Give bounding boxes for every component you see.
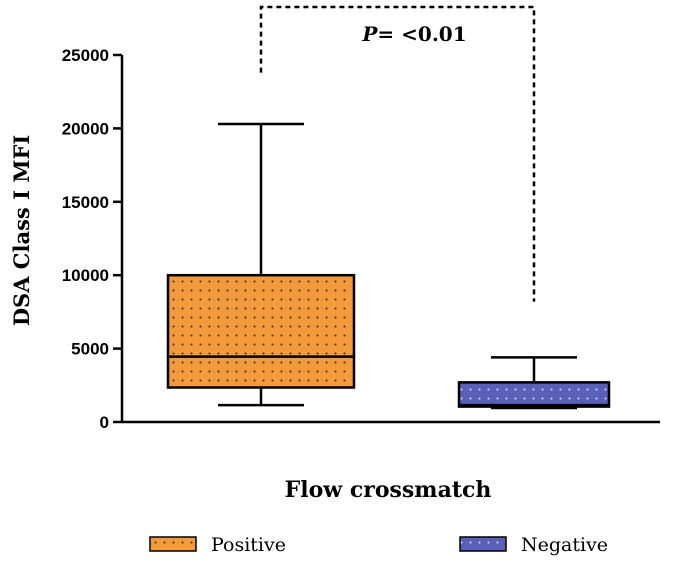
significance-bracket [259,5,536,302]
y-axis-label: DSA Class I MFI [9,135,34,326]
legend-label-negative: Negative [521,534,608,556]
y-tick-label-15000: 15000 [62,193,109,212]
x-axis-label: Flow crossmatch [285,477,492,503]
y-tick-label-25000: 25000 [62,46,109,65]
p-value-symbol: P [361,22,378,46]
y-tick-label-20000: 20000 [62,119,109,138]
y-tick-label-0: 0 [100,413,109,432]
positive-box-pattern [166,273,356,389]
y-tick-label-10000: 10000 [62,266,109,285]
y-tick-label-5000: 5000 [71,340,109,359]
negative-box-pattern [457,381,611,408]
legend-swatch-pattern-negative [459,536,507,552]
p-value-text: = <0.01 [377,22,466,46]
legend-label-positive: Positive [211,534,286,556]
p-value-label: P= <0.01 [361,22,466,46]
legend-swatch-pattern-positive [149,536,197,552]
